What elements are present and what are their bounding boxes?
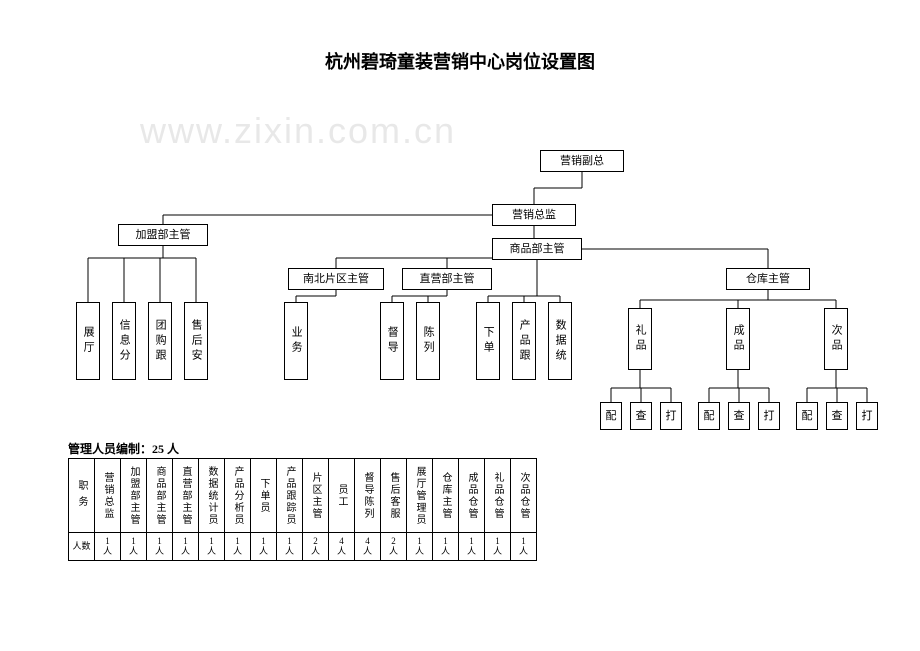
org-node-l5: 业务 [284,302,308,380]
staff-table-rowhead-count: 人数 [69,533,95,561]
staff-count-cell: 1人 [225,533,251,561]
org-node-l12: 成品 [726,308,750,370]
staff-count-cell: 2人 [381,533,407,561]
org-node-l3: 团购跟 [148,302,172,380]
staff-count-cell: 1人 [511,533,537,561]
org-node-w5: 查 [728,402,750,430]
staff-count-cell: 1人 [199,533,225,561]
org-node-w1: 配 [600,402,622,430]
org-node-l9: 产品跟 [512,302,536,380]
org-node-w2: 查 [630,402,652,430]
org-node-n3: 加盟部主管 [118,224,208,246]
staff-table-count-row: 人数 1人1人1人1人1人1人1人1人2人4人4人2人1人1人1人1人1人 [69,533,537,561]
org-node-w8: 查 [826,402,848,430]
org-node-l13: 次品 [824,308,848,370]
org-node-w7: 配 [796,402,818,430]
staff-count-cell: 1人 [173,533,199,561]
staff-count-cell: 1人 [459,533,485,561]
org-node-w4: 配 [698,402,720,430]
org-node-l10: 数据统 [548,302,572,380]
staff-count-cell: 1人 [147,533,173,561]
org-node-l11: 礼品 [628,308,652,370]
staff-count-cell: 1人 [121,533,147,561]
org-node-l6: 督导 [380,302,404,380]
staff-count-cell: 1人 [407,533,433,561]
org-node-w6: 打 [758,402,780,430]
org-node-l2: 信息分 [112,302,136,380]
org-node-n6: 直营部主管 [402,268,492,290]
staff-count-cell: 1人 [251,533,277,561]
staff-count-cell: 4人 [329,533,355,561]
org-node-l4: 售后安 [184,302,208,380]
org-node-l8: 下单 [476,302,500,380]
org-node-w3: 打 [660,402,682,430]
staff-count-cell: 2人 [303,533,329,561]
staff-count-cell: 1人 [485,533,511,561]
org-node-w9: 打 [856,402,878,430]
org-chart: 营销副总营销总监加盟部主管商品部主管南北片区主管直营部主管 仓库主管展厅信息分团购… [0,0,920,480]
org-node-n7: 仓库主管 [726,268,810,290]
staff-count-cell: 1人 [95,533,121,561]
staff-count-cell: 4人 [355,533,381,561]
org-node-l1: 展厅 [76,302,100,380]
org-node-n2: 营销总监 [492,204,576,226]
org-node-n5: 南北片区主管 [288,268,384,290]
staff-count-cell: 1人 [433,533,459,561]
staff-count-cell: 1人 [277,533,303,561]
org-node-n1: 营销副总 [540,150,624,172]
org-node-n4: 商品部主管 [492,238,582,260]
org-node-l7: 陈列 [416,302,440,380]
